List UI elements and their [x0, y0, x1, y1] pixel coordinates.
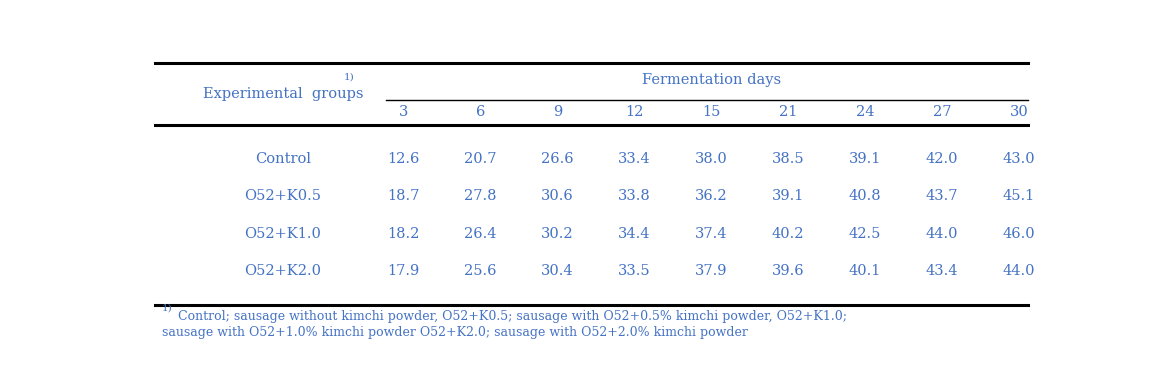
- Text: 3: 3: [399, 105, 409, 119]
- Text: 18.7: 18.7: [388, 190, 420, 203]
- Text: O52+K0.5: O52+K0.5: [245, 190, 321, 203]
- Text: O52+K2.0: O52+K2.0: [245, 264, 321, 278]
- Text: 42.5: 42.5: [849, 227, 882, 240]
- Text: 37.9: 37.9: [695, 264, 727, 278]
- Text: 44.0: 44.0: [926, 227, 958, 240]
- Text: 30.2: 30.2: [541, 227, 574, 240]
- Text: 26.6: 26.6: [541, 152, 574, 166]
- Text: 43.4: 43.4: [926, 264, 958, 278]
- Text: 15: 15: [702, 105, 720, 119]
- Text: O52+K1.0: O52+K1.0: [245, 227, 321, 240]
- Text: 36.2: 36.2: [695, 190, 727, 203]
- Text: 43.0: 43.0: [1003, 152, 1035, 166]
- Text: 43.7: 43.7: [926, 190, 958, 203]
- Text: 40.8: 40.8: [849, 190, 882, 203]
- Text: 33.4: 33.4: [619, 152, 651, 166]
- Text: 38.0: 38.0: [695, 152, 728, 166]
- Text: 12: 12: [625, 105, 644, 119]
- Text: 40.2: 40.2: [772, 227, 804, 240]
- Text: 27.8: 27.8: [464, 190, 496, 203]
- Text: Fermentation days: Fermentation days: [642, 73, 781, 87]
- Text: 39.1: 39.1: [849, 152, 882, 166]
- Text: 12.6: 12.6: [388, 152, 420, 166]
- Text: Control; sausage without kimchi powder, O52+K0.5; sausage with O52+0.5% kimchi p: Control; sausage without kimchi powder, …: [178, 310, 847, 323]
- Text: 45.1: 45.1: [1003, 190, 1035, 203]
- Text: Control: Control: [255, 152, 310, 166]
- Text: 6: 6: [475, 105, 485, 119]
- Text: 40.1: 40.1: [849, 264, 882, 278]
- Text: Experimental  groups: Experimental groups: [203, 87, 364, 101]
- Text: 46.0: 46.0: [1003, 227, 1035, 240]
- Text: 33.5: 33.5: [619, 264, 651, 278]
- Text: 17.9: 17.9: [388, 264, 420, 278]
- Text: 30: 30: [1010, 105, 1028, 119]
- Text: 20.7: 20.7: [464, 152, 496, 166]
- Text: 18.2: 18.2: [388, 227, 420, 240]
- Text: 27: 27: [932, 105, 951, 119]
- Text: 44.0: 44.0: [1003, 264, 1035, 278]
- Text: 42.0: 42.0: [926, 152, 958, 166]
- Text: sausage with O52+1.0% kimchi powder O52+K2.0; sausage with O52+2.0% kimchi powde: sausage with O52+1.0% kimchi powder O52+…: [162, 326, 748, 339]
- Text: 24: 24: [856, 105, 875, 119]
- Text: 1): 1): [162, 303, 173, 312]
- Text: 30.6: 30.6: [541, 190, 574, 203]
- Text: 30.4: 30.4: [541, 264, 574, 278]
- Text: 38.5: 38.5: [772, 152, 804, 166]
- Text: 39.1: 39.1: [772, 190, 804, 203]
- Text: 34.4: 34.4: [619, 227, 651, 240]
- Text: 33.8: 33.8: [619, 190, 651, 203]
- Text: 9: 9: [553, 105, 562, 119]
- Text: 21: 21: [779, 105, 797, 119]
- Text: 25.6: 25.6: [464, 264, 496, 278]
- Text: 39.6: 39.6: [772, 264, 804, 278]
- Text: 37.4: 37.4: [695, 227, 727, 240]
- Text: 1): 1): [344, 73, 354, 82]
- Text: 26.4: 26.4: [464, 227, 496, 240]
